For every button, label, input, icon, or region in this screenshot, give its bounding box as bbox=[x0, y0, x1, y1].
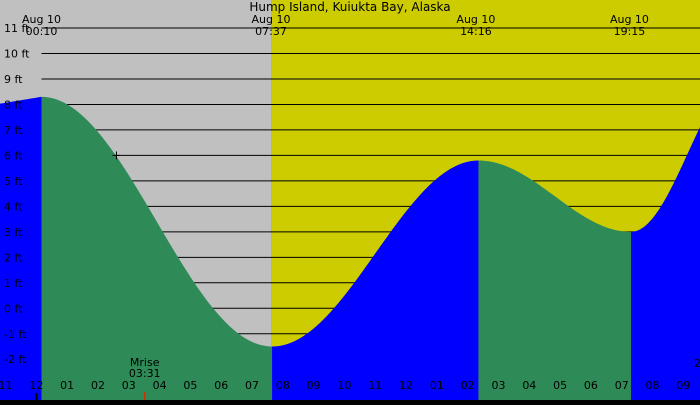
hour-tick-label-22: 09 bbox=[676, 379, 690, 392]
hour-tick-label-6: 05 bbox=[183, 379, 197, 392]
y-tick-label-3: 8 ft bbox=[4, 98, 23, 111]
hour-tick-label-10: 09 bbox=[307, 379, 321, 392]
y-tick-label-0: 11 ft bbox=[4, 22, 30, 35]
hour-tick-label-12: 11 bbox=[368, 379, 382, 392]
hour-tick-label-1: 12 bbox=[29, 379, 43, 392]
event-time-label-1: 07:37 bbox=[255, 25, 287, 38]
y-tick-label-10: 1 ft bbox=[4, 277, 23, 290]
hour-tick-label-4: 03 bbox=[122, 379, 136, 392]
hour-tick-label-14: 01 bbox=[430, 379, 444, 392]
y-tick-label-8: 3 ft bbox=[4, 226, 23, 239]
hour-tick-label-7: 06 bbox=[214, 379, 228, 392]
hour-tick-label-21: 08 bbox=[646, 379, 660, 392]
axis-labels: 11 ft 10 ft 9 ft 8 ft 7 ft 6 ft 5 ft 4 ft 3 ft 2 … bbox=[0, 22, 690, 392]
hour-tick-label-13: 12 bbox=[399, 379, 413, 392]
y-tick-label-12: -1 ft bbox=[4, 328, 27, 341]
y-tick-label-13: -2 ft bbox=[4, 353, 27, 366]
rising-tide-segment-0 bbox=[0, 96, 42, 400]
event-date-label-1: Aug 10 bbox=[252, 13, 291, 26]
hour-tick-label-18: 05 bbox=[553, 379, 567, 392]
hour-tick-label-16: 03 bbox=[492, 379, 506, 392]
y-tick-label-6: 5 ft bbox=[4, 175, 23, 188]
hour-tick-label-0: 11 bbox=[0, 379, 13, 392]
y-tick-label-7: 4 ft bbox=[4, 200, 23, 213]
moonrise-label: Mrise bbox=[130, 356, 160, 369]
hour-tick-label-19: 06 bbox=[584, 379, 598, 392]
hour-tick-label-8: 07 bbox=[245, 379, 259, 392]
hour-tick-label-2: 01 bbox=[60, 379, 74, 392]
hour-tick-label-11: 10 bbox=[337, 379, 351, 392]
falling-tide-segment-3 bbox=[478, 160, 631, 400]
y-tick-label-9: 2 ft bbox=[4, 251, 23, 264]
y-tick-label-2: 9 ft bbox=[4, 73, 23, 86]
event-date-label-0: Aug 10 bbox=[22, 13, 61, 26]
y-tick-label-5: 6 ft bbox=[4, 149, 23, 162]
y-tick-label-4: 7 ft bbox=[4, 124, 23, 137]
rising-tide-segment-4 bbox=[630, 127, 700, 400]
event-date-label-3: Aug 10 bbox=[610, 13, 649, 26]
y-tick-label-1: 10 ft bbox=[4, 48, 30, 61]
tide-area bbox=[0, 96, 700, 400]
hour-tick-label-15: 02 bbox=[461, 379, 475, 392]
event-time-label-2: 14:16 bbox=[460, 25, 492, 38]
falling-tide-segment-1 bbox=[41, 96, 273, 400]
moonrise-time-label: 03:31 bbox=[129, 367, 161, 380]
hour-tick-label-5: 04 bbox=[153, 379, 167, 392]
event-time-label-3: 19:15 bbox=[614, 25, 646, 38]
hour-tick-label-9: 08 bbox=[276, 379, 290, 392]
event-time-label-0: 00:10 bbox=[26, 25, 58, 38]
hour-tick-label-3: 02 bbox=[91, 379, 105, 392]
rising-tide-segment-2 bbox=[272, 160, 479, 400]
chart-title: Hump Island, Kuiukta Bay, Alaska bbox=[249, 0, 450, 14]
y-tick-label-11: 0 ft bbox=[4, 302, 23, 315]
hour-tick-label-17: 04 bbox=[522, 379, 536, 392]
hour-tick-label-20: 07 bbox=[615, 379, 629, 392]
edge-label: 2 bbox=[694, 357, 700, 370]
event-date-label-2: Aug 10 bbox=[456, 13, 495, 26]
